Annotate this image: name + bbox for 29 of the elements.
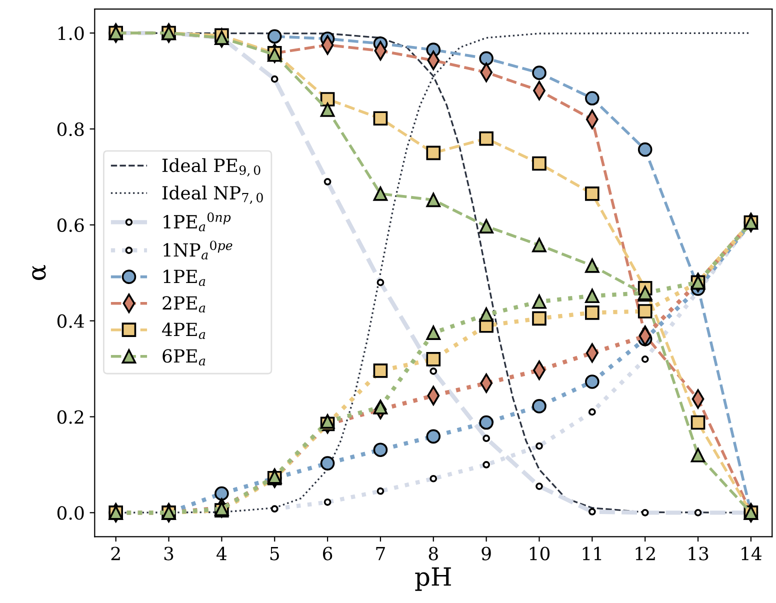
legend-label: 4PE$_{a}$ [162, 322, 206, 339]
y-tick-label: 0.6 [57, 218, 84, 232]
x-tick-label: 11 [582, 546, 602, 560]
x-tick-label: 7 [376, 546, 385, 560]
y-tick-label: 0.0 [57, 506, 84, 520]
x-tick-label: 3 [164, 546, 174, 560]
y-tick-label: 1.0 [58, 26, 84, 40]
x-tick-label: 2 [111, 546, 120, 560]
x-axis-title: pH [415, 567, 451, 591]
y-tick-label: 0.2 [57, 410, 84, 424]
x-tick-label: 5 [270, 546, 279, 560]
legend-label: 2PE$_{a}$ [162, 296, 206, 312]
x-tick-label: 4 [216, 546, 227, 560]
legend-label: 6PE$_{a}$ [162, 349, 206, 366]
legend-label: Ideal NP$_{7,0}$ [162, 186, 263, 204]
x-tick-label: 12 [636, 546, 655, 560]
y-tick-label: 0.4 [57, 314, 84, 328]
x-tick-label: 14 [742, 546, 762, 560]
y-axis-title: α [32, 265, 46, 280]
legend-label: 1PE$_{a}$$^{0np}$ [164, 212, 231, 232]
y-tick-label: 0.8 [57, 122, 84, 136]
x-tick-label: 8 [428, 546, 438, 560]
x-tick-label: 6 [323, 546, 332, 560]
legend-label: 1NP$_{a}$$^{0pe}$ [164, 240, 232, 260]
legend-label: 1PE$_{a}$ [164, 270, 206, 286]
x-tick-label: 10 [530, 546, 550, 560]
x-tick-label: 9 [482, 546, 491, 560]
x-tick-label: 13 [688, 546, 708, 560]
legend-label: Ideal PE$_{9,0}$ [162, 158, 260, 176]
